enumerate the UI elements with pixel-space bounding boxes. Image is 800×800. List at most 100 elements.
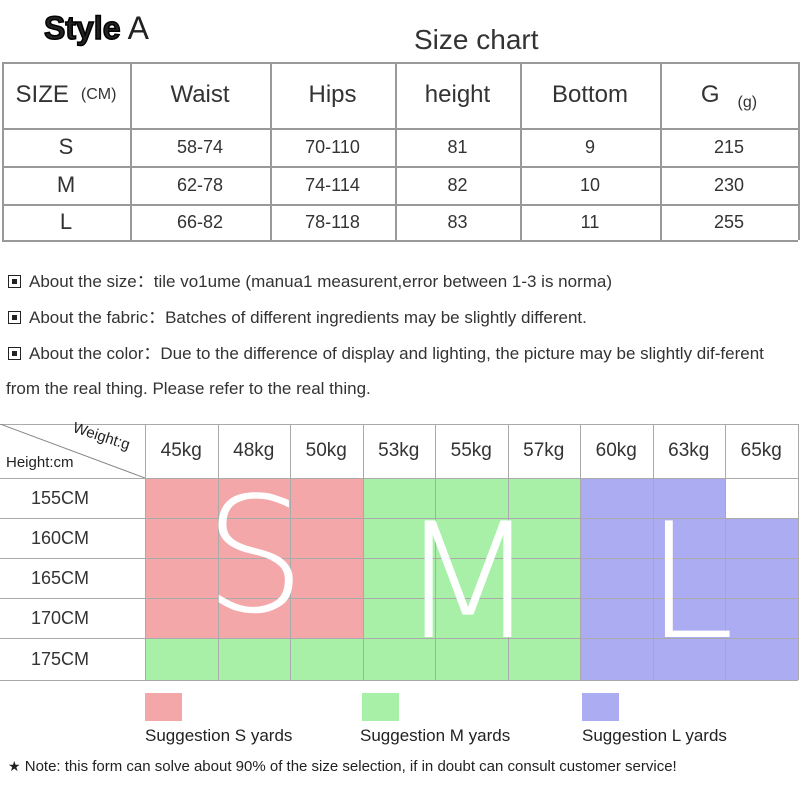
note: About the size：tile vo1ume (manua1 measu… [6,264,786,299]
grid-fill [652,558,725,598]
header-label: SIZE [15,81,69,108]
height-header: 175CM [30,648,90,669]
weight-header: 45kg [160,440,202,461]
grid-fill [362,518,435,558]
note-label: About the size： [29,272,154,291]
note-icon [8,311,21,324]
header-cell: height [395,62,520,128]
note-text: tile vo1ume (manua1 measurent,error betw… [153,272,613,291]
header-label: G [700,81,720,108]
table-cell: 82 [447,174,468,195]
grid-line [0,680,798,681]
grid-fill [507,518,580,558]
grid-fill [507,478,580,518]
weight-header: 60kg [595,440,637,461]
header-cell: G (g) [660,62,798,128]
legend-label: Suggestion S yards [145,726,293,745]
legend-swatch [145,693,182,721]
grid-fill [145,558,218,598]
grid-fill [217,558,290,598]
height-header: 170CM [30,607,90,628]
header-label: Bottom [551,81,629,108]
table-cell: 9 [584,136,595,157]
grid-fill [725,518,798,558]
grid-fill [217,638,290,680]
table-line [2,240,798,242]
table-cell: 62-78 [176,174,224,195]
grid-fill [290,558,363,598]
grid-fill [580,478,653,518]
grid-fill [290,518,363,558]
note-icon [8,275,21,288]
grid-fill [145,478,218,518]
grid-fill [362,638,435,680]
header-unit: (CM) [80,86,117,103]
table-line [2,62,4,240]
note-label: About the color： [29,344,161,363]
grid-line [217,424,219,680]
star-icon: ★ [8,758,21,774]
grid-line [0,478,798,479]
height-header: 165CM [30,567,90,588]
grid-line [435,424,436,680]
grid-fill [145,638,218,680]
table-cell: 230 [713,174,745,195]
height-header: 160CM [30,527,90,548]
grid-fill [652,598,725,638]
grid-fill [652,638,725,680]
header-cell: SIZE (CM) [2,62,130,128]
note: About the color：Due to the difference of… [6,336,781,406]
grid-line [798,424,799,680]
table-cell: 66-82 [176,211,224,232]
footnote-text: Note: this form can solve about 90% of t… [24,758,677,775]
weight-header: 50kg [305,440,347,461]
weight-header: 55kg [450,440,492,461]
table-line [270,62,272,240]
grid-fill [435,478,508,518]
header-label: Hips [308,81,357,108]
weight-header: 57kg [523,440,565,461]
grid-fill [290,598,363,638]
grid-fill [580,638,653,680]
table-cell: 74-114 [305,174,360,195]
grid-fill [217,518,290,558]
title-bold: Style [43,9,121,47]
grid-fill [290,478,363,518]
legend-swatch [582,693,619,721]
table-cell: 215 [713,136,745,157]
grid-line [145,424,146,680]
title: Style A [43,9,149,47]
grid-fill [362,598,435,638]
grid-line [0,424,798,425]
grid-fill [652,518,725,558]
grid-line [0,558,798,559]
table-line [395,62,397,240]
grid-fill [145,598,218,638]
header-label: height [424,81,491,108]
grid-fill [362,478,435,518]
table-line [130,62,132,240]
legend-label: Suggestion M yards [360,726,511,745]
table-line [2,204,798,206]
note-label: About the fabric： [29,308,166,327]
legend-label: Suggestion L yards [582,726,727,745]
footnote: ★ Note: this form can solve about 90% of… [8,758,677,775]
weight-header: 63kg [668,440,710,461]
table-line [798,62,800,240]
grid-fill [435,518,508,558]
header-label: Waist [170,81,230,108]
table-line [2,166,798,168]
grid-line [0,598,798,599]
grid-fill [580,518,653,558]
table-line [520,62,522,240]
header-cell: Hips [270,62,395,128]
size-letter: L [645,488,735,675]
grid-fill [580,558,653,598]
grid-line [0,638,798,639]
height-header: 155CM [30,487,90,508]
table-line [2,62,798,64]
grid-line [507,424,509,680]
grid-fill [507,638,580,680]
table-cell: 70-110 [305,136,360,157]
